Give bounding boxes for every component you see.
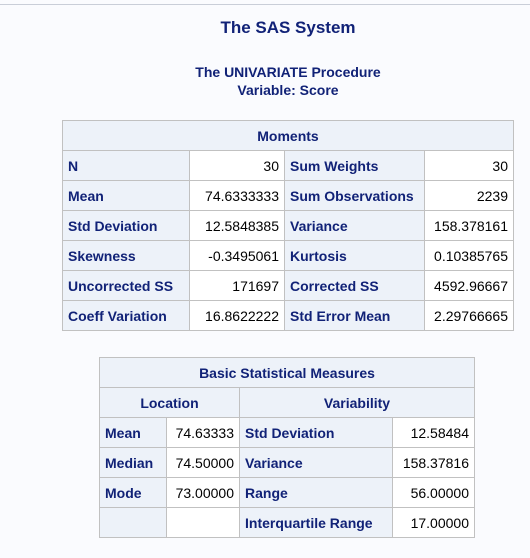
basic-statistics-table: Basic Statistical Measures Location Vari… bbox=[99, 357, 475, 538]
location-value: 73.00000 bbox=[166, 477, 240, 508]
moments-table: Moments N 30 Sum Weights 30 Mean 74.6333… bbox=[62, 120, 514, 331]
cell-value: 16.8622222 bbox=[189, 300, 285, 331]
table-row: Mean 74.6333333 Sum Observations 2239 bbox=[62, 180, 514, 211]
variability-value: 17.00000 bbox=[392, 507, 475, 538]
location-label: Median bbox=[99, 447, 167, 478]
procedure-heading: The UNIVARIATE Procedure Variable: Score bbox=[0, 63, 530, 99]
cell-value: 171697 bbox=[189, 270, 285, 301]
table-row: Median 74.50000 Variance 158.37816 bbox=[99, 447, 475, 478]
location-value: 74.63333 bbox=[166, 417, 240, 448]
row-label: Corrected SS bbox=[284, 270, 425, 301]
cell-value: 4592.96667 bbox=[424, 270, 514, 301]
table-row: Skewness -0.3495061 Kurtosis 0.10385765 bbox=[62, 240, 514, 271]
row-label: Coeff Variation bbox=[62, 300, 190, 331]
row-label: N bbox=[62, 150, 190, 181]
system-title: The SAS System bbox=[220, 18, 356, 37]
variability-label: Std Deviation bbox=[239, 417, 393, 448]
row-label: Skewness bbox=[62, 240, 190, 271]
cell-value: 2.29766665 bbox=[424, 300, 514, 331]
table-row: N 30 Sum Weights 30 bbox=[62, 150, 514, 181]
table-row: Mode 73.00000 Range 56.00000 bbox=[99, 477, 475, 508]
table-row: Interquartile Range 17.00000 bbox=[99, 507, 475, 538]
variability-value: 158.37816 bbox=[392, 447, 475, 478]
table-row: Std Deviation 12.5848385 Variance 158.37… bbox=[62, 210, 514, 241]
procedure-name: The UNIVARIATE Procedure bbox=[195, 64, 381, 80]
row-label: Sum Weights bbox=[284, 150, 425, 181]
moments-title: Moments bbox=[62, 120, 514, 151]
variability-value: 56.00000 bbox=[392, 477, 475, 508]
cell-value: 12.5848385 bbox=[189, 210, 285, 241]
cell-value: 30 bbox=[189, 150, 285, 181]
location-header: Location bbox=[99, 387, 240, 418]
location-label: Mean bbox=[99, 417, 167, 448]
row-label: Sum Observations bbox=[284, 180, 425, 211]
location-label: Mode bbox=[99, 477, 167, 508]
variable-name: Variable: Score bbox=[237, 82, 339, 98]
cell-value: 2239 bbox=[424, 180, 514, 211]
row-label: Uncorrected SS bbox=[62, 270, 190, 301]
table-row: Uncorrected SS 171697 Corrected SS 4592.… bbox=[62, 270, 514, 301]
table-row: Mean 74.63333 Std Deviation 12.58484 bbox=[99, 417, 475, 448]
cell-value: -0.3495061 bbox=[189, 240, 285, 271]
cell-value: 74.6333333 bbox=[189, 180, 285, 211]
location-value: 74.50000 bbox=[166, 447, 240, 478]
variability-label: Interquartile Range bbox=[239, 507, 393, 538]
cell-value: 30 bbox=[424, 150, 514, 181]
row-label: Variance bbox=[284, 210, 425, 241]
basic-statistics-title: Basic Statistical Measures bbox=[99, 357, 475, 388]
variability-header: Variability bbox=[239, 387, 475, 418]
row-label: Std Deviation bbox=[62, 210, 190, 241]
top-divider bbox=[0, 4, 530, 5]
variability-label: Variance bbox=[239, 447, 393, 478]
table-row: Coeff Variation 16.8622222 Std Error Mea… bbox=[62, 300, 514, 331]
location-label-empty bbox=[99, 507, 167, 538]
row-label: Kurtosis bbox=[284, 240, 425, 271]
variability-value: 12.58484 bbox=[392, 417, 475, 448]
row-label: Std Error Mean bbox=[284, 300, 425, 331]
variability-label: Range bbox=[239, 477, 393, 508]
location-value-empty bbox=[166, 507, 240, 538]
cell-value: 158.378161 bbox=[424, 210, 514, 241]
row-label: Mean bbox=[62, 180, 190, 211]
cell-value: 0.10385765 bbox=[424, 240, 514, 271]
